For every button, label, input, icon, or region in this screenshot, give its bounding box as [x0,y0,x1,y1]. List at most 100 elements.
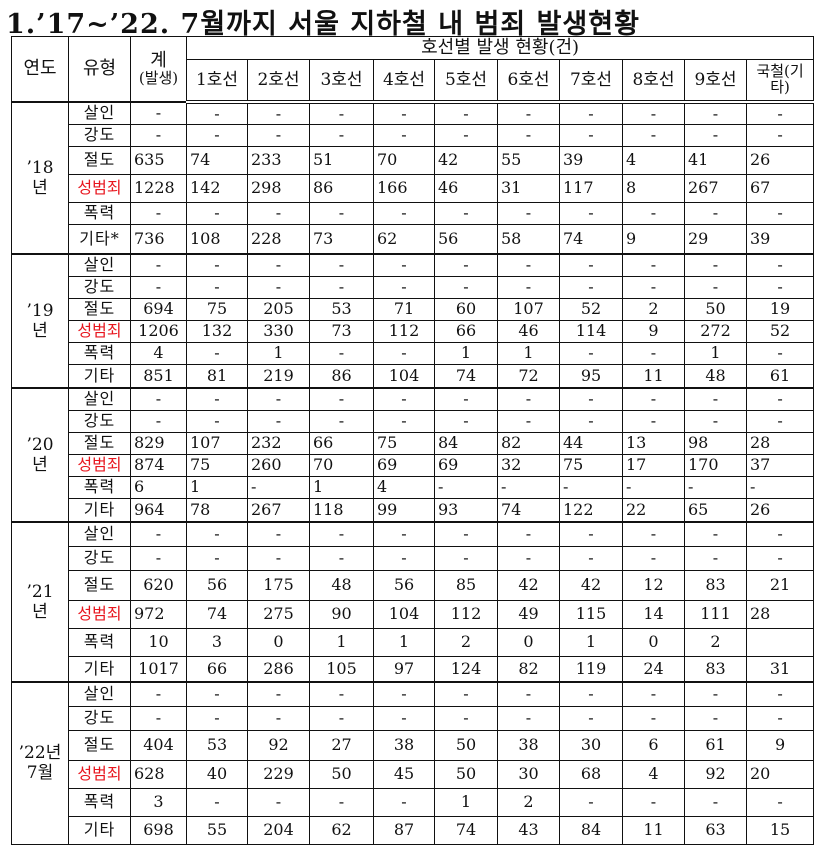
header-by-line: 호선별 발생 현황(건) [185,36,815,60]
total-cell: 3 [130,787,187,817]
total-cell: 1228 [130,173,187,203]
line-5-cell: 84 [434,431,498,455]
line-1-cell: 75 [186,453,248,477]
table-row: 절도 404 53 92 27 38 50 38 30 6 61 9 [12,729,815,761]
header-line-1: 1호선 [186,59,248,104]
line-2-cell: - [247,521,310,547]
table-row: ’21 년 살인 - - - - - - - - - - - [11,521,815,683]
line-7-cell: 42 [559,569,623,601]
line-1-cell: 3 [186,627,248,657]
line-3-cell: - [309,123,374,147]
line-9-cell: 98 [684,431,747,455]
line-1-cell: 74 [186,599,248,629]
table-row: 강도 - - - - - - - - - - - [12,123,815,147]
line-9-cell: 92 [684,759,747,789]
crime-table: 연도 유형 계 (발생) 호선별 발생 현황(건) 1호선 2호선 3호선 4호선 5호… [11,36,815,845]
total-cell: 1206 [130,319,187,343]
line-5-cell: - [434,545,498,571]
line-3-cell: 62 [309,815,374,845]
crime-type-cell: 강도 [68,275,131,299]
line-3-cell: 51 [309,145,374,175]
line-3-cell: 50 [309,759,374,789]
line-5-cell: 85 [434,569,498,601]
line-2-cell: 204 [247,815,310,845]
line-7-cell: - [559,787,623,817]
header-type: 유형 [68,36,131,103]
line-1-cell: 74 [186,145,248,175]
total-cell: 829 [130,431,187,455]
line-1-cell: 78 [186,497,248,523]
total-cell: - [130,409,187,433]
line-5-cell: 56 [434,223,498,255]
total-cell: - [130,123,187,147]
line-8-cell: 22 [622,497,685,523]
line-2-cell: 228 [247,223,310,255]
line-4-cell: 69 [373,453,435,477]
line-9-cell: 41 [684,145,747,175]
line-1-cell: 1 [186,475,248,499]
table-row: 강도 - - - - - - - - - - - [12,705,815,731]
line-4-cell: - [373,705,435,731]
table-row: 폭력 4-1- -1 1- -1- [12,341,815,365]
crime-type-cell: 폭력 [68,787,131,817]
crime-type-cell: 기타 [68,655,131,683]
line-6-cell: 82 [497,431,560,455]
crime-type-cell: 절도 [68,431,131,455]
line-10-cell: 39 [745,223,815,255]
year-cell: ’19 년 [11,253,69,389]
line-7-cell: - [559,705,623,731]
table-row: 성범죄 972 74 275 90 104 112 49 115 14 111 28 [12,599,815,629]
line-3-cell: 48 [309,569,374,601]
line-4-cell: 87 [373,815,435,845]
line-2-cell: 233 [247,145,310,175]
line-1-cell: - [186,705,248,731]
line-4-cell: - [373,275,435,299]
line-7-cell: - [559,521,623,547]
crime-type-cell: 기타 [68,815,131,845]
total-cell: 620 [130,569,187,601]
line-4-cell: - [373,253,435,277]
line-5-cell: 124 [434,655,498,683]
table-row: 폭력 6 1-1 4- - - - - - [12,475,815,499]
line-2-cell: 0 [247,627,310,657]
line-7-cell: 114 [559,319,623,343]
line-6-cell: 74 [497,497,560,523]
line-3-cell: - [309,201,374,225]
line-3-cell: 66 [309,431,374,455]
line-1-cell: - [186,521,248,547]
line-5-cell: - [434,705,498,731]
line-4-cell: 1 [373,627,435,657]
line-2-cell: 275 [247,599,310,629]
total-cell: - [130,275,187,299]
line-1-cell: - [186,101,248,125]
line-6-cell: 72 [497,363,560,389]
line-6-cell: - [497,545,560,571]
line-6-cell: - [497,705,560,731]
line-2-cell: - [247,681,310,707]
crime-type-cell: 강도 [68,123,131,147]
line-6-cell: 30 [497,759,560,789]
table-row: 기타 698 55 204 62 87 74 43 84 11 63 15 [12,815,815,845]
line-2-cell: - [247,787,310,817]
line-9-cell: - [684,387,747,411]
line-7-cell: - [559,201,623,225]
crime-type-cell: 성범죄 [68,759,131,789]
line-7-cell: - [559,341,623,365]
line-2-cell: 286 [247,655,310,683]
line-1-cell: 56 [186,569,248,601]
line-6-cell: - [497,409,560,433]
line-1-cell: 142 [186,173,248,203]
total-cell: 698 [130,815,187,845]
line-8-cell: - [622,341,685,365]
header-line-4: 4호선 [373,59,435,104]
line-6-cell: 46 [497,319,560,343]
line-10-cell [745,627,815,657]
total-cell: 4 [130,341,187,365]
table-row: 강도 - - - - - - - - - - - [12,545,815,571]
line-5-cell: 93 [434,497,498,523]
line-6-cell: - [497,101,560,125]
line-3-cell: - [309,787,374,817]
line-2-cell: 260 [247,453,310,477]
line-4-cell: - [373,387,435,411]
line-8-cell: 9 [622,319,685,343]
